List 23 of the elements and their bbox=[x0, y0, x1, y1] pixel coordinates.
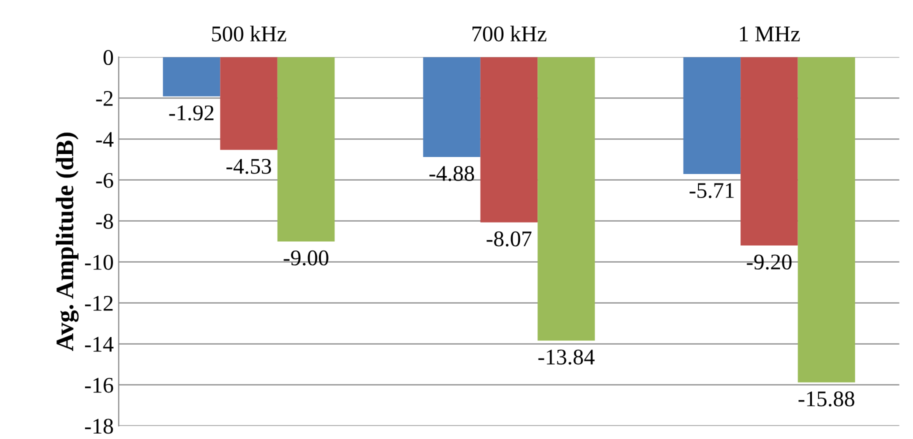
data-label: -4.53 bbox=[226, 158, 272, 174]
y-tick-label: -6 bbox=[96, 172, 114, 188]
data-label: -5.71 bbox=[690, 183, 734, 198]
x-tick-label: 1 MHz bbox=[740, 26, 800, 42]
y-tick-label: -4 bbox=[96, 132, 114, 147]
y-tick-label: -16 bbox=[85, 378, 114, 393]
data-label: -13.84 bbox=[538, 350, 595, 365]
x-tick-label: 500 kHz bbox=[212, 26, 286, 42]
x-tick-label: 700 kHz bbox=[472, 26, 546, 42]
data-label: -9.20 bbox=[746, 254, 792, 270]
data-label: -9.00 bbox=[284, 250, 328, 266]
y-tick-label: -14 bbox=[85, 336, 114, 352]
data-label: -8.07 bbox=[486, 231, 532, 246]
data-label: -15.88 bbox=[798, 391, 854, 406]
data-label: -1.92 bbox=[169, 105, 214, 120]
y-axis-title: Avg. Amplitude (dB) bbox=[56, 132, 79, 352]
y-tick-label: -18 bbox=[85, 418, 113, 434]
y-tick-label: -10 bbox=[85, 254, 113, 270]
y-tick-label: 0 bbox=[104, 50, 113, 65]
y-tick-label: -2 bbox=[96, 91, 113, 106]
y-tick-label: -12 bbox=[85, 296, 113, 311]
data-label: -4.88 bbox=[429, 166, 474, 182]
y-tick-label: -8 bbox=[96, 214, 113, 229]
